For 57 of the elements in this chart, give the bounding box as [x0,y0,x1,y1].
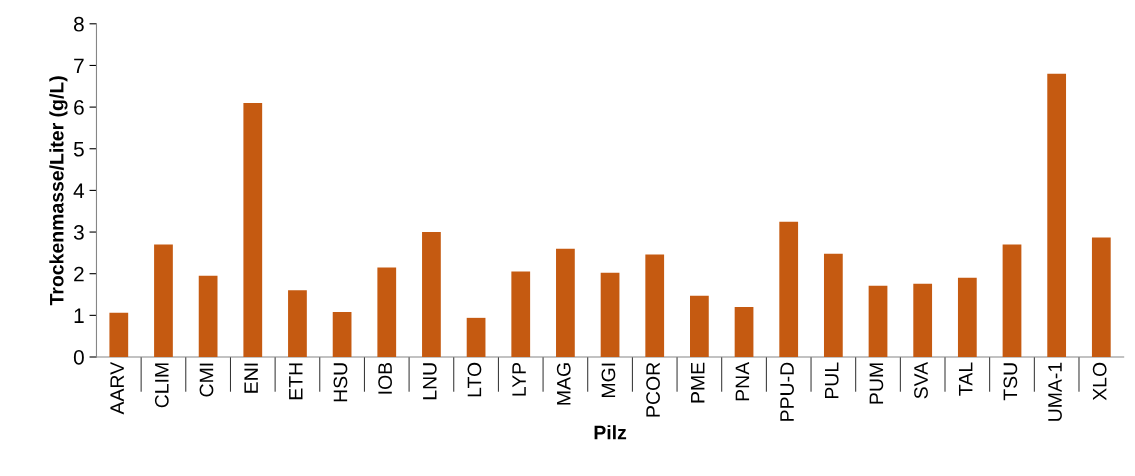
bar [556,248,575,357]
bar [198,275,218,357]
x-tick-label: HSU [333,363,348,402]
bar [690,295,709,357]
bar [109,312,129,357]
y-tick-label: 2 [74,266,84,282]
bar [154,244,173,357]
y-tick-label: 6 [74,100,84,115]
y-tick-label: 4 [73,183,85,198]
x-tick-label: LTO [467,362,482,397]
bar [823,253,843,357]
bar [779,221,799,357]
x-tick-label: TSU [1003,363,1018,401]
bar [913,283,933,357]
bar [288,290,307,357]
x-tick-label: PUM [869,363,884,404]
x-tick-label: SVA [914,361,928,399]
bar [377,267,397,357]
bar [734,307,754,357]
bar [511,271,531,357]
y-tick-label: 5 [73,141,84,157]
x-tick-label: PME [691,362,705,403]
y-tick-label: 8 [73,16,84,32]
bar [957,277,977,357]
x-tick-label: PNA [735,361,750,401]
bar [1091,237,1111,357]
bar [868,285,888,357]
y-tick-label: 7 [74,58,84,73]
x-tick-label: CMI [199,363,214,397]
bar [1047,73,1067,357]
x-axis-title: Pilz [594,425,627,440]
y-tick-label: 3 [73,225,84,240]
x-tick-label: LYP [512,362,526,396]
x-tick-label: PCOR [646,362,660,417]
x-tick-label: TAL [958,362,973,396]
bar [466,317,486,357]
bar [243,102,263,357]
x-tick-label: MAG [556,363,571,405]
bar [1002,244,1022,357]
x-tick-label: XLO [1092,362,1107,401]
x-tick-label: AARV [110,361,124,415]
bar [645,254,665,357]
x-tick-label: UMA-1 [1048,362,1062,421]
x-tick-label: ENI [244,363,258,393]
bar [332,312,352,357]
x-tick-label: IOB [378,362,392,394]
y-tick-label: 1 [74,308,84,323]
bar [422,232,441,357]
y-tick-label: 0 [73,350,84,365]
x-tick-label: MGI [601,363,616,397]
x-tick-label: PUL [825,362,839,399]
x-tick-label: ETH [289,363,303,400]
bar [600,272,620,357]
x-tick-label: PPU-D [780,362,794,421]
y-axis-title: Trockenmasse/Liter (g/L) [49,76,68,306]
x-tick-label: CLIM [154,363,169,408]
x-tick-label: LNU [423,363,437,400]
